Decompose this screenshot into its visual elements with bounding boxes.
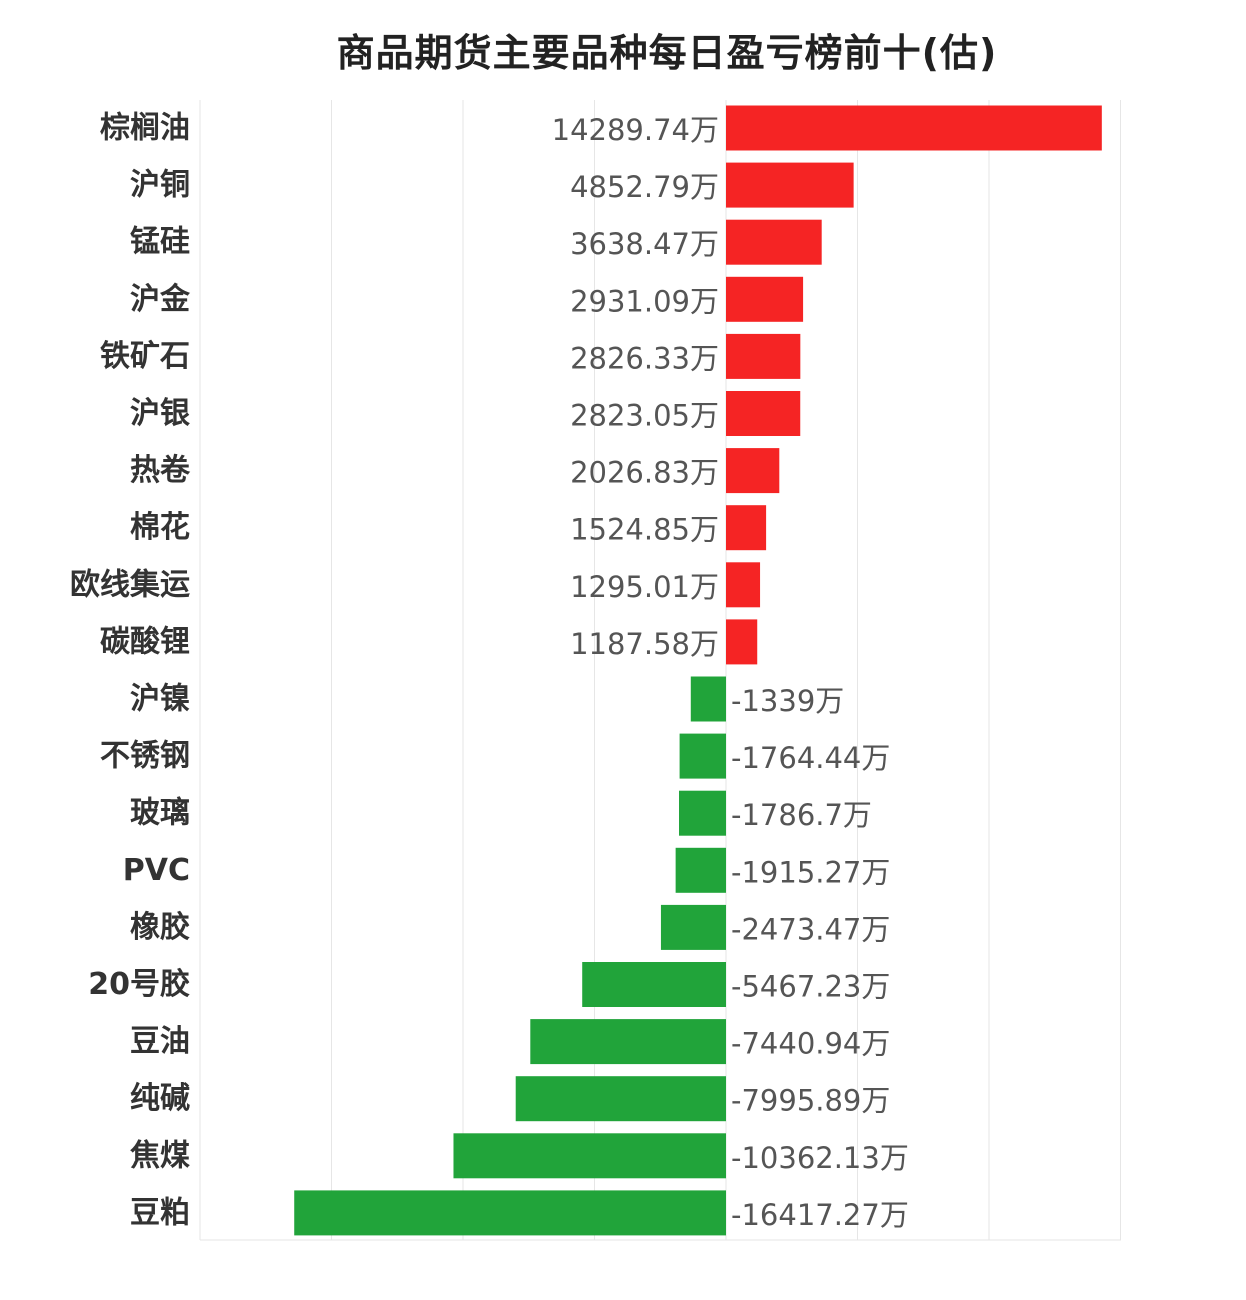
value-label: 2026.83万: [570, 456, 719, 490]
bar: [675, 847, 726, 893]
value-label: 14289.74万: [552, 113, 719, 147]
value-label: -7440.94万: [731, 1027, 890, 1061]
value-label: -1339万: [731, 684, 844, 718]
bar: [294, 1190, 726, 1236]
bar: [726, 276, 804, 322]
value-label: 1524.85万: [570, 513, 719, 547]
bar: [582, 962, 726, 1007]
value-label: 1187.58万: [570, 627, 719, 661]
value-label: -16417.27万: [731, 1198, 909, 1232]
bar: [726, 391, 801, 436]
value-label: 1295.01万: [570, 570, 719, 604]
value-label: -7995.89万: [731, 1084, 890, 1118]
category-label: 锰硅: [130, 225, 190, 260]
category-label: 豆油: [130, 1024, 190, 1059]
category-label: 不锈钢: [100, 739, 190, 774]
category-label: 碳酸锂: [100, 624, 190, 659]
bar: [660, 904, 726, 950]
value-label: 2823.05万: [570, 399, 719, 433]
bar: [690, 676, 726, 722]
category-label: 铁矿石: [100, 339, 190, 374]
value-label: -10362.13万: [731, 1141, 909, 1175]
value-label: -2473.47万: [731, 912, 890, 946]
bar: [679, 790, 726, 836]
category-label: 玻璃: [130, 796, 190, 831]
category-label: 纯碱: [130, 1081, 190, 1116]
category-label: 沪金: [130, 282, 191, 317]
chart-title: 商品期货主要品种每日盈亏榜前十(估): [336, 31, 998, 75]
bar: [726, 505, 767, 551]
value-label: 4852.79万: [570, 170, 719, 204]
category-label: 棉花: [130, 510, 190, 545]
bar: [515, 1076, 726, 1122]
category-label: 豆粕: [130, 1195, 190, 1230]
bar: [726, 105, 1102, 151]
bar: [726, 562, 761, 608]
grid-layer: [199, 100, 1121, 1241]
category-label: 棕榈油: [100, 111, 190, 146]
bar: [453, 1133, 726, 1179]
value-label: 2826.33万: [570, 341, 719, 375]
category-label: 沪镍: [130, 682, 190, 717]
value-label: -1764.44万: [731, 741, 890, 775]
bar-layer: [294, 105, 1102, 1236]
bar: [726, 619, 758, 665]
value-label: -1915.27万: [731, 855, 890, 889]
category-label: 热卷: [130, 453, 191, 488]
value-label: 2931.09万: [570, 284, 719, 318]
bar: [726, 162, 854, 208]
bar: [726, 219, 822, 265]
value-label: -1786.7万: [731, 798, 872, 832]
category-label: 欧线集运: [70, 567, 190, 602]
category-label: 橡胶: [130, 910, 190, 945]
category-label: PVC: [123, 853, 190, 888]
value-label: 3638.47万: [570, 227, 719, 261]
category-label: 20号胶: [88, 967, 190, 1002]
bar: [530, 1019, 726, 1065]
category-label: 沪银: [130, 396, 190, 431]
category-label: 焦煤: [130, 1138, 190, 1173]
value-label: -5467.23万: [731, 970, 890, 1004]
bar: [726, 448, 780, 494]
bar: [679, 733, 726, 779]
category-label: 沪铜: [130, 168, 190, 203]
bar: [726, 333, 801, 379]
